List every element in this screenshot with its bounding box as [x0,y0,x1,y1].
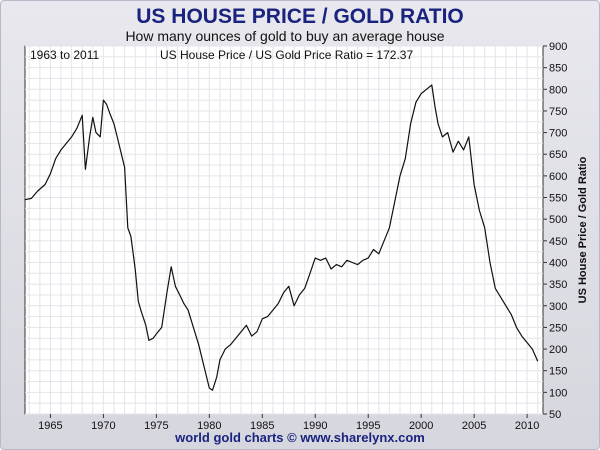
y-tick-label: 600 [549,171,567,183]
x-tick-label: 2000 [409,420,433,432]
y-tick-label: 50 [549,409,561,421]
y-tick-label: 650 [549,149,567,161]
chart-subtitle: How many ounces of gold to buy an averag… [125,28,444,44]
x-tick-label: 1980 [197,420,221,432]
y-tick-label: 850 [549,63,567,75]
y-tick-label: 200 [549,344,567,356]
y-tick-label: 400 [549,257,567,269]
y-tick-label: 450 [549,236,567,248]
x-tick-label: 1975 [144,420,168,432]
x-tick-label: 1990 [303,420,327,432]
current-value-label: US House Price / US Gold Price Ratio = 1… [160,48,413,62]
y-axis-label: US House Price / Gold Ratio [577,156,589,303]
y-tick-label: 300 [549,301,567,313]
y-tick-label: 700 [549,128,567,140]
y-tick-label: 350 [549,279,567,291]
x-axis-ticks: 1965 1970 1975 1980 1985 1990 1995 2000 2005 2010 [38,414,539,432]
date-range-label: 1963 to 2011 [30,48,100,62]
y-tick-label: 800 [549,84,567,96]
y-tick-label: 100 [549,387,567,399]
footer-credit: world gold charts © www.sharelynx.com [174,430,425,445]
x-tick-label: 2010 [515,420,539,432]
y-tick-label: 900 [549,41,567,53]
y-axis-ticks: 900 850 800 750 700 650 600 550 500 450 400 350 300 2… [543,41,567,421]
x-tick-label: 1995 [356,420,380,432]
x-tick-label: 2005 [462,420,486,432]
y-tick-label: 750 [549,106,567,118]
series-line-ratio [24,84,539,391]
x-tick-label: 1985 [250,420,274,432]
x-tick-label: 1970 [91,420,115,432]
y-tick-label: 550 [549,193,567,205]
gridlines [25,45,543,415]
y-tick-label: 500 [549,214,567,226]
y-tick-label: 150 [549,366,567,378]
y-tick-label: 250 [549,322,567,334]
x-tick-label: 1965 [38,420,62,432]
chart-title: US HOUSE PRICE / GOLD RATIO [136,5,463,28]
